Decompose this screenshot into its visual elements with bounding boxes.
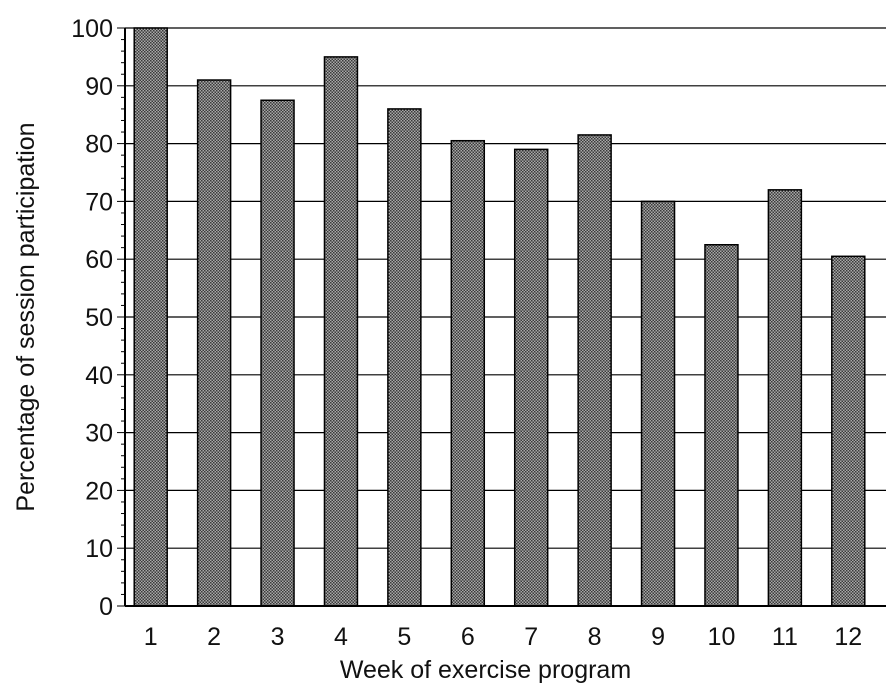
gridlines [125,27,886,549]
y-tick-label: 70 [85,188,113,216]
x-tick-label: 12 [834,623,862,651]
x-tick-label: 7 [524,623,538,651]
y-tick-label: 100 [71,15,113,43]
x-tick-label: 2 [207,623,221,651]
y-tick-label: 0 [99,593,113,621]
x-tick-label: 5 [397,623,411,651]
bar-week-10 [704,244,739,607]
bar-week-7 [513,148,549,607]
x-tick-label: 3 [271,623,285,651]
y-tick-label: 40 [85,362,113,390]
bar-week-6 [450,139,486,607]
y-tick-label: 60 [85,246,113,274]
y-tick-labels: 0 10 20 30 40 50 60 70 80 90 100 [71,15,113,621]
y-tick-label: 30 [85,420,113,448]
y-tick-label: 50 [85,304,113,332]
bar-week-11 [767,189,803,607]
x-tick-label: 11 [772,623,798,651]
bars [133,27,866,607]
x-axis-title: Week of exercise program [340,656,631,684]
x-tick-label: 9 [651,623,665,651]
y-axis-title: Percentage of session participation [12,122,40,511]
x-tick-labels: 1 2 3 4 5 6 7 8 9 10 11 12 [144,623,862,651]
bar-week-5 [387,108,422,607]
bar-week-1 [133,27,168,607]
x-tick-label: 8 [588,623,602,651]
y-axis-minor-ticks [117,27,125,607]
bar-week-8 [577,134,612,607]
y-tick-label: 80 [85,131,113,159]
bar-week-2 [196,79,232,607]
y-tick-label: 20 [85,477,113,505]
bar-week-9 [640,200,676,607]
x-tick-label: 4 [334,623,348,651]
y-tick-label: 90 [85,73,113,101]
bar-week-4 [323,56,359,607]
x-tick-label: 10 [708,623,736,651]
x-tick-label: 6 [461,623,475,651]
x-tick-label: 1 [144,623,158,651]
bar-week-12 [831,255,866,607]
y-tick-label: 10 [85,535,113,563]
bar-week-3 [260,99,295,607]
